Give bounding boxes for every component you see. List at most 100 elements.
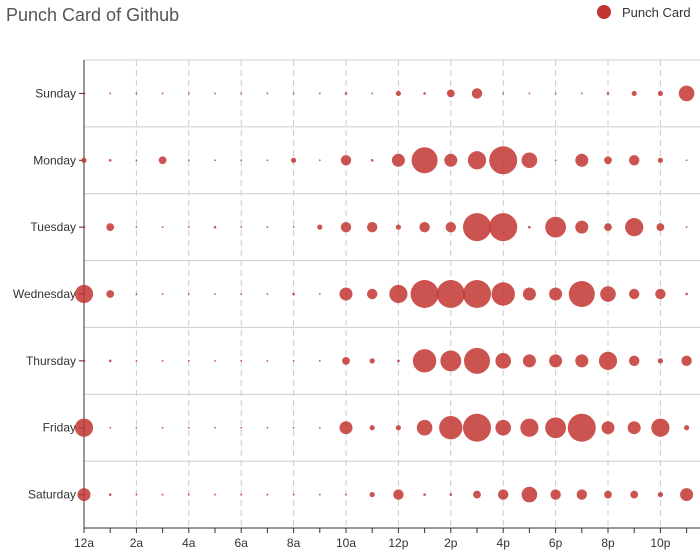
punch-point — [82, 359, 86, 363]
punch-point — [685, 159, 688, 162]
punch-point — [495, 353, 512, 369]
punch-point — [187, 226, 190, 229]
punch-point — [82, 92, 86, 95]
punch-point — [339, 287, 353, 301]
punch-point — [445, 221, 456, 233]
punch-point — [411, 147, 438, 174]
punch-point — [521, 152, 538, 169]
punch-point — [292, 226, 295, 229]
punch-point — [158, 156, 167, 165]
punch-point — [568, 281, 595, 307]
punch-point — [549, 354, 563, 368]
punch-point — [471, 88, 483, 99]
punch-point — [655, 288, 666, 300]
punch-point — [489, 146, 518, 175]
punch-point — [575, 153, 589, 167]
punch-point — [106, 290, 115, 298]
punch-point — [657, 358, 664, 364]
punch-point — [521, 486, 538, 503]
punch-point — [187, 293, 190, 295]
punch-point — [549, 287, 563, 301]
punch-point — [423, 92, 426, 95]
punch-point — [463, 413, 491, 442]
punch-point — [214, 293, 216, 295]
legend-marker — [597, 5, 611, 19]
punch-point — [395, 224, 401, 230]
punch-point — [629, 155, 640, 166]
punch-point — [240, 293, 243, 295]
x-tick-label: 12p — [388, 536, 408, 550]
punch-point — [369, 358, 375, 364]
punch-point — [266, 159, 269, 162]
punch-point — [318, 293, 321, 295]
punch-point — [528, 92, 531, 95]
punch-point — [109, 92, 112, 95]
punch-point — [367, 221, 378, 233]
punch-point — [629, 355, 640, 367]
punch-point — [318, 359, 321, 362]
punch-point — [266, 359, 269, 362]
punch-point — [604, 223, 612, 232]
punch-point — [685, 292, 688, 296]
punch-point — [240, 493, 243, 496]
x-tick-label: 2a — [130, 536, 144, 550]
punch-point — [370, 158, 374, 162]
punch-point — [575, 220, 589, 234]
data-points — [74, 85, 695, 503]
punch-point — [318, 92, 321, 95]
x-tick-label: 10a — [336, 536, 356, 550]
legend[interactable]: Punch Card — [597, 5, 691, 20]
punch-point — [489, 213, 518, 242]
punch-point — [419, 221, 430, 233]
punch-point — [554, 92, 557, 95]
punch-point — [240, 226, 243, 229]
punch-point — [266, 493, 269, 496]
y-axis: Saturday Friday Thursday Wednesday Tuesday Mo… — [13, 60, 85, 528]
punch-point — [135, 493, 138, 496]
punch-point — [656, 223, 665, 232]
punch-point — [74, 418, 94, 437]
punch-point — [161, 293, 164, 295]
punch-point — [135, 159, 138, 162]
punch-point — [601, 421, 615, 435]
punch-point — [389, 284, 408, 304]
punch-point — [161, 493, 164, 496]
punch-point — [397, 359, 400, 363]
y-tick-label: Monday — [33, 153, 76, 167]
punch-point — [135, 426, 138, 429]
punch-point — [367, 288, 378, 300]
punch-point — [240, 426, 243, 429]
y-tick-label: Wednesday — [13, 287, 76, 301]
punch-point — [545, 216, 566, 238]
punch-point — [135, 293, 138, 295]
punch-point — [161, 359, 164, 362]
punch-point — [187, 359, 190, 362]
x-tick-label: 6a — [235, 536, 249, 550]
punch-point — [109, 426, 112, 429]
punch-point — [580, 92, 583, 95]
punch-point — [135, 226, 138, 229]
punch-point — [625, 218, 644, 237]
x-tick-label: 8p — [601, 536, 615, 550]
x-tick-label: 10p — [650, 536, 670, 550]
punch-point — [77, 488, 91, 502]
punch-point — [423, 493, 426, 496]
punch-point — [631, 90, 637, 97]
punch-point — [598, 351, 618, 370]
punch-point — [550, 489, 561, 500]
punch-point — [575, 354, 589, 368]
punch-point — [214, 426, 216, 429]
y-tick-label: Sunday — [35, 86, 76, 100]
punch-point — [266, 426, 269, 429]
y-tick-label: Tuesday — [30, 220, 76, 234]
punch-point — [318, 159, 321, 162]
x-tick-label: 12a — [74, 536, 94, 550]
punch-point — [187, 426, 190, 429]
punch-point — [292, 493, 295, 496]
punch-point — [266, 226, 269, 229]
punch-point — [371, 92, 374, 95]
punch-point — [74, 284, 94, 304]
punch-point — [627, 421, 641, 435]
punch-point — [678, 85, 695, 102]
punch-point — [467, 151, 487, 170]
